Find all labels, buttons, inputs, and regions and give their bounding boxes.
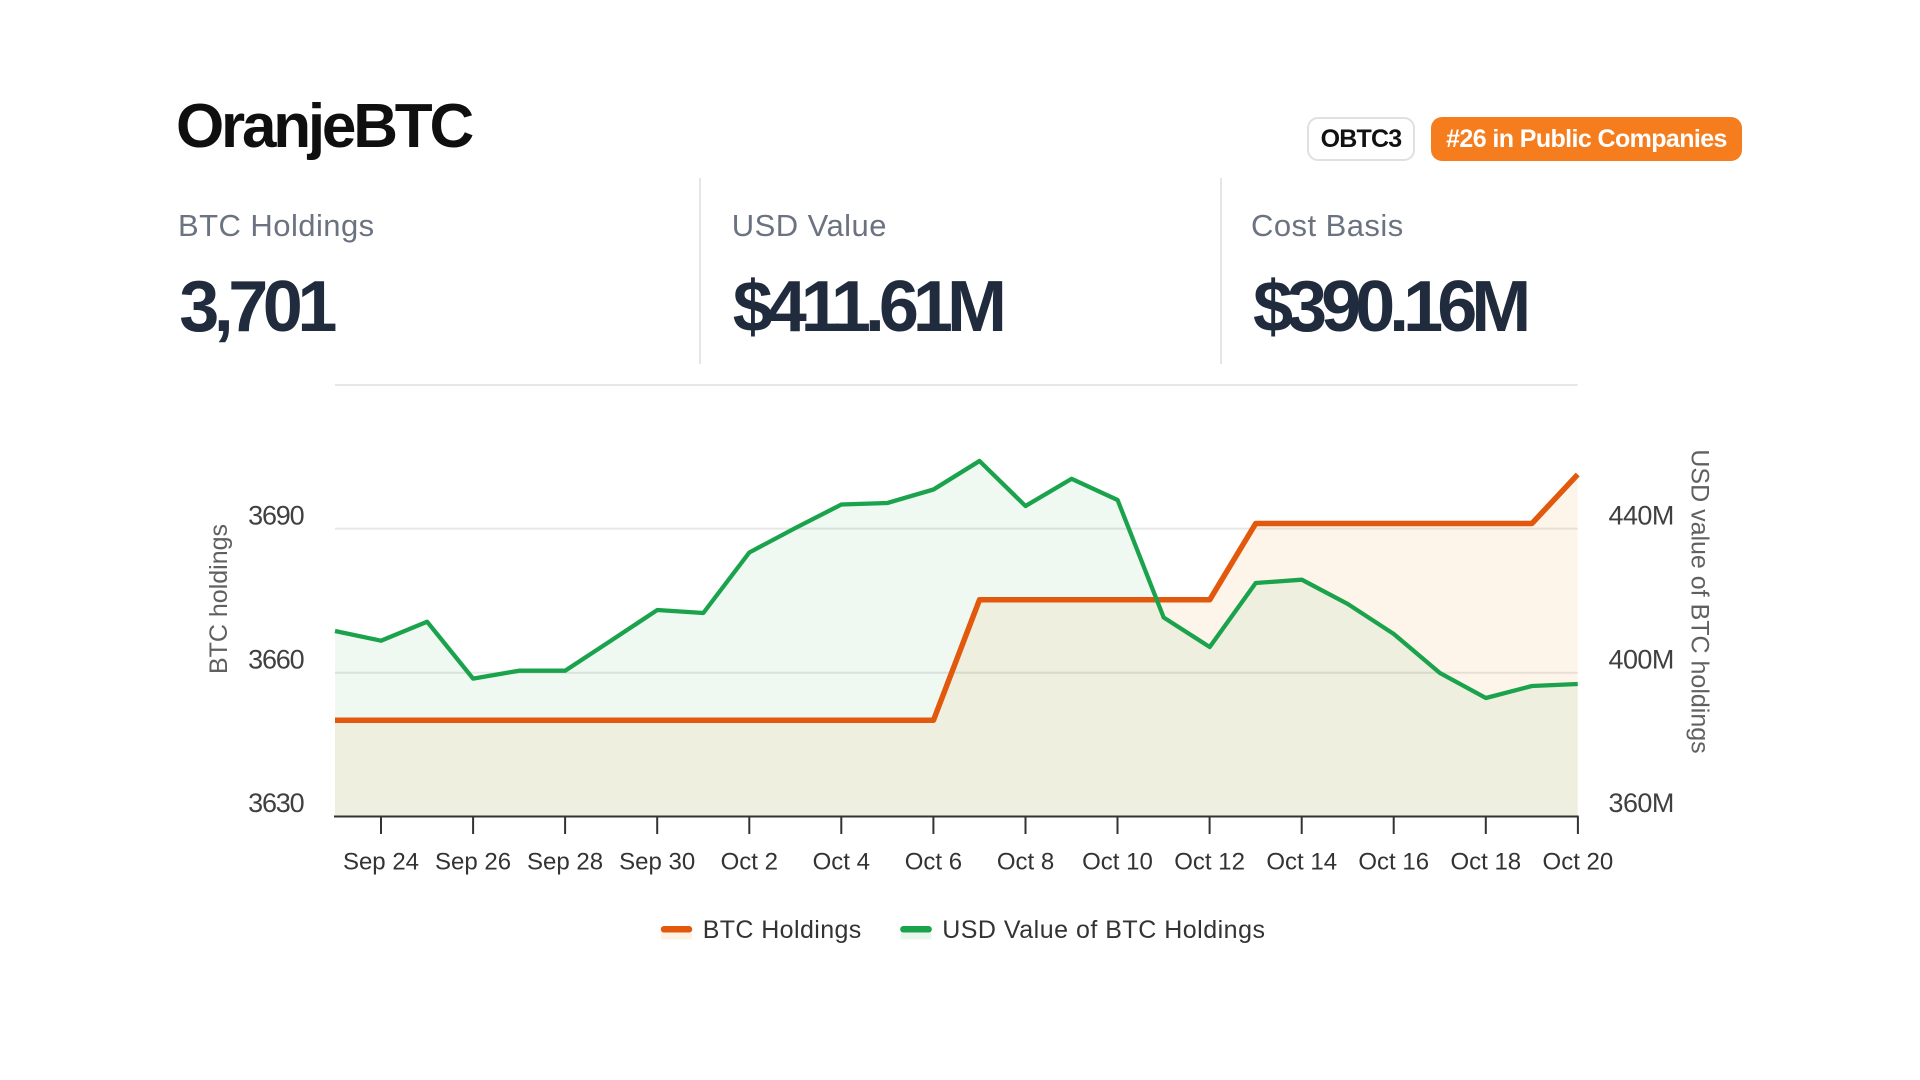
svg-text:Sep 24: Sep 24 bbox=[343, 849, 419, 876]
svg-text:360M: 360M bbox=[1609, 788, 1674, 818]
svg-text:USD Value of BTC Holdings: USD Value of BTC Holdings bbox=[942, 916, 1265, 944]
svg-text:Oct 4: Oct 4 bbox=[813, 849, 870, 876]
svg-text:Oct 18: Oct 18 bbox=[1450, 849, 1521, 876]
svg-text:3630: 3630 bbox=[248, 788, 303, 818]
svg-text:3690: 3690 bbox=[248, 501, 303, 531]
svg-text:440M: 440M bbox=[1609, 501, 1674, 531]
svg-text:Sep 26: Sep 26 bbox=[435, 849, 511, 876]
svg-text:BTC holdings: BTC holdings bbox=[205, 524, 233, 674]
svg-text:Oct 6: Oct 6 bbox=[905, 849, 962, 876]
svg-text:Oct 20: Oct 20 bbox=[1543, 849, 1614, 876]
svg-text:USD value of BTC holdings: USD value of BTC holdings bbox=[1686, 449, 1714, 753]
svg-text:3660: 3660 bbox=[248, 644, 303, 674]
svg-text:Oct 10: Oct 10 bbox=[1082, 849, 1153, 876]
svg-text:BTC Holdings: BTC Holdings bbox=[703, 916, 862, 944]
svg-text:Sep 28: Sep 28 bbox=[527, 849, 603, 876]
svg-text:Sep 30: Sep 30 bbox=[619, 849, 695, 876]
svg-text:400M: 400M bbox=[1609, 644, 1674, 674]
svg-text:Oct 2: Oct 2 bbox=[721, 849, 778, 876]
svg-text:Oct 12: Oct 12 bbox=[1174, 849, 1245, 876]
svg-text:Oct 16: Oct 16 bbox=[1358, 849, 1429, 876]
svg-text:Oct 8: Oct 8 bbox=[997, 849, 1054, 876]
svg-text:Oct 14: Oct 14 bbox=[1266, 849, 1337, 876]
